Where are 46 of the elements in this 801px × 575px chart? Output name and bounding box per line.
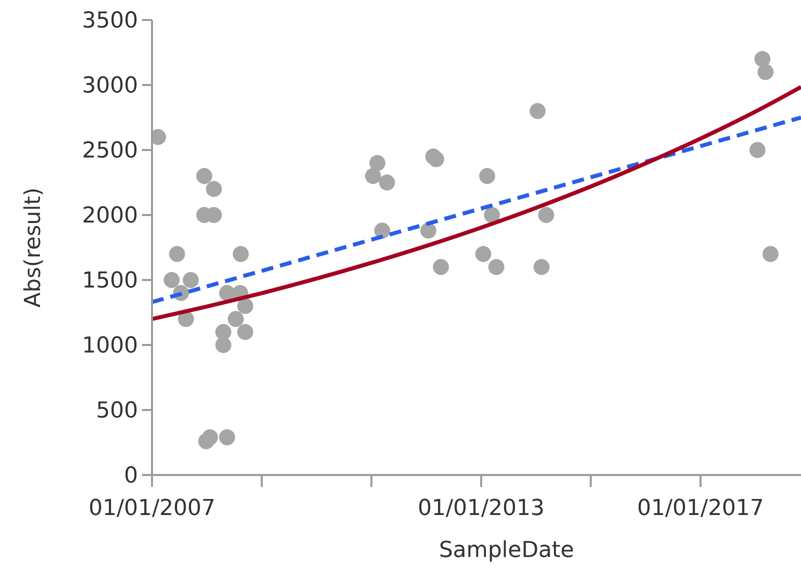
x-tick-label: 01/01/2017 xyxy=(637,496,764,521)
point xyxy=(479,168,496,184)
point xyxy=(237,324,254,340)
point xyxy=(196,168,212,184)
point xyxy=(534,259,550,275)
point xyxy=(754,51,770,67)
x-tick-label: 01/01/2007 xyxy=(88,496,216,521)
point xyxy=(538,207,554,223)
point xyxy=(420,222,436,239)
y-tick-label: 1000 xyxy=(82,334,138,359)
x-tick-label: 01/01/2013 xyxy=(418,496,545,521)
point xyxy=(484,207,500,223)
y-tick-label: 2500 xyxy=(82,138,138,164)
line-series xyxy=(152,84,801,321)
point xyxy=(237,298,254,314)
point xyxy=(169,246,186,262)
point xyxy=(379,174,396,190)
point xyxy=(182,272,199,288)
point xyxy=(428,151,444,168)
y-tick-label: 3500 xyxy=(82,8,138,34)
point xyxy=(228,311,244,327)
point xyxy=(374,222,390,239)
point xyxy=(219,429,236,446)
point xyxy=(202,429,218,446)
point xyxy=(164,272,180,288)
y-tick-label: 2000 xyxy=(82,204,138,229)
point xyxy=(232,246,249,262)
point xyxy=(475,246,492,262)
x-axis-title: SampleDate xyxy=(438,538,574,563)
point xyxy=(762,246,779,262)
point xyxy=(758,64,774,80)
y-tick-label: 0 xyxy=(124,464,138,489)
y-tick-label: 1500 xyxy=(82,268,138,294)
point xyxy=(488,259,504,275)
point xyxy=(369,155,386,171)
point xyxy=(432,259,449,275)
point xyxy=(206,181,222,197)
y-tick-label: 500 xyxy=(96,398,138,424)
point xyxy=(749,142,766,158)
y-axis-title: Abs(result) xyxy=(21,188,46,308)
point xyxy=(365,168,382,184)
point xyxy=(215,337,232,353)
y-tick-label: 3000 xyxy=(82,74,138,99)
point xyxy=(530,103,546,119)
point xyxy=(215,324,232,340)
point xyxy=(178,311,194,327)
